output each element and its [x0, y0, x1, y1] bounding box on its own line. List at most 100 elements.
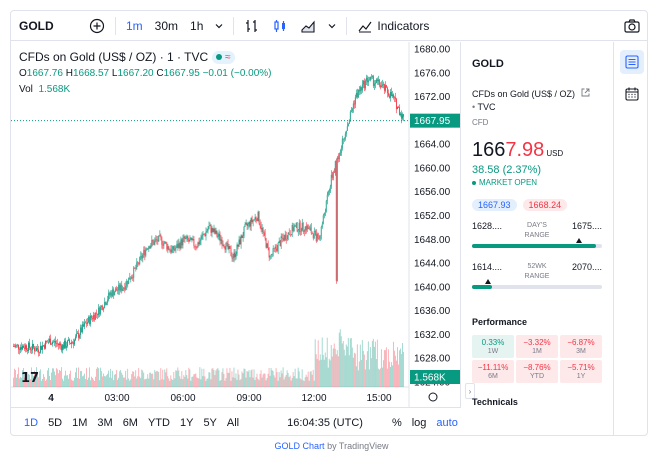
- candle-body: [220, 239, 222, 241]
- candle-body: [23, 345, 24, 348]
- range-5y[interactable]: 5Y: [203, 416, 217, 429]
- volume-bar: [99, 380, 101, 387]
- candle-body: [169, 249, 171, 251]
- volume-bar: [244, 369, 246, 387]
- time-tick-label: 15:00: [366, 393, 391, 404]
- price-chart[interactable]: 1680.001676.001672.001668.001664.001660.…: [11, 42, 461, 407]
- performance-cell-3m: −6.87% 3M: [560, 335, 602, 358]
- volume-bar: [292, 372, 294, 387]
- range-6m[interactable]: 6M: [122, 416, 138, 429]
- price-tick-label: 1640.00: [414, 282, 451, 293]
- candle-body: [209, 225, 211, 227]
- interval-1h[interactable]: 1h: [190, 18, 204, 33]
- chart-pane[interactable]: 1680.001676.001672.001668.001664.001660.…: [11, 42, 461, 407]
- candle-body: [107, 299, 109, 304]
- interval-dropdown[interactable]: [209, 11, 229, 41]
- candle-body: [342, 138, 344, 140]
- candle-body: [20, 347, 21, 350]
- volume-bar: [333, 343, 335, 387]
- auto-toggle[interactable]: auto: [436, 416, 458, 429]
- volume-bar: [40, 369, 41, 387]
- bar-style-button[interactable]: [238, 11, 266, 41]
- volume-bar: [367, 341, 369, 387]
- range-1d[interactable]: 1D: [24, 416, 39, 429]
- candle-body: [380, 85, 382, 88]
- range-1y[interactable]: 1Y: [179, 416, 194, 429]
- candle-body: [83, 324, 84, 327]
- volume-bar: [180, 378, 182, 387]
- range-3m[interactable]: 3M: [97, 416, 113, 429]
- chart-type-dropdown[interactable]: [322, 11, 342, 41]
- footer-attribution[interactable]: by TradingView: [327, 441, 389, 451]
- price-tick-label: 1672.00: [414, 92, 451, 103]
- collapse-panel-button[interactable]: ›: [465, 383, 475, 399]
- candles-style-button[interactable]: [266, 11, 294, 41]
- candle-body: [172, 246, 174, 250]
- volume-bar: [98, 368, 100, 387]
- candle-body: [324, 211, 326, 215]
- interval-30m[interactable]: 30m: [154, 18, 179, 33]
- symbol-search[interactable]: GOLD: [19, 18, 54, 33]
- volume-bar: [247, 371, 249, 387]
- volume-bar: [62, 378, 63, 387]
- area-style-button[interactable]: [294, 11, 322, 41]
- technicals-title[interactable]: Technicals: [472, 397, 518, 407]
- volume-bar: [48, 367, 49, 387]
- candle-body: [171, 249, 173, 253]
- indicators-button[interactable]: Indicators: [351, 11, 435, 41]
- volume-bar: [49, 375, 50, 387]
- volume-bar: [304, 377, 306, 387]
- volume-bar: [125, 370, 127, 387]
- last-price: 1667.98 USD: [472, 139, 564, 161]
- candle-body: [132, 277, 134, 278]
- percent-toggle[interactable]: %: [391, 416, 402, 429]
- calendar-toggle[interactable]: [620, 82, 644, 106]
- volume-bar: [60, 370, 61, 387]
- settings-gear-icon[interactable]: [428, 392, 438, 402]
- range-all[interactable]: All: [226, 416, 240, 429]
- candle-body: [398, 107, 400, 116]
- range-ytd[interactable]: YTD: [147, 416, 170, 429]
- volume-bar: [264, 373, 266, 387]
- log-toggle[interactable]: log: [411, 416, 427, 429]
- candle-body: [32, 343, 33, 350]
- candle-body: [402, 114, 404, 117]
- compare-button[interactable]: [83, 11, 111, 41]
- candle-body: [191, 237, 193, 241]
- volume-bar: [160, 368, 162, 387]
- volume-bar: [123, 377, 125, 387]
- volume-bar: [121, 372, 123, 387]
- range-5d[interactable]: 5D: [48, 416, 63, 429]
- clock-time[interactable]: 16:04:35 (UTC): [287, 416, 363, 429]
- footer-chart-link[interactable]: GOLD Chart: [274, 441, 325, 451]
- candle-body: [67, 340, 68, 347]
- volume-bar: [341, 343, 343, 387]
- candle-body: [373, 83, 375, 86]
- candle-body: [238, 239, 240, 247]
- external-link-icon[interactable]: [581, 88, 590, 97]
- bars-icon: [246, 19, 258, 32]
- volume-bar: [280, 370, 282, 387]
- volume-bar: [251, 369, 253, 387]
- volume-bar: [262, 374, 264, 387]
- candle-body: [198, 242, 200, 245]
- candle-body: [371, 76, 373, 77]
- candle-body: [389, 92, 391, 98]
- screenshot-button[interactable]: [617, 11, 647, 41]
- status-badge[interactable]: ≈: [212, 50, 235, 64]
- volume-bar: [236, 379, 238, 387]
- volume-bar: [266, 378, 268, 387]
- candle-body: [372, 76, 374, 86]
- candle-body: [89, 317, 90, 325]
- volume-bar: [88, 377, 89, 387]
- candle-body: [370, 76, 372, 78]
- candle-body: [207, 229, 209, 232]
- volume-bar: [254, 380, 256, 387]
- interval-1m[interactable]: 1m: [126, 18, 143, 33]
- details-category: CFD: [472, 118, 489, 127]
- details-toggle[interactable]: [620, 50, 644, 74]
- range-1m[interactable]: 1M: [72, 416, 88, 429]
- last-volume-tag: [410, 370, 460, 384]
- volume-bar: [400, 353, 402, 387]
- volume-bar: [195, 373, 197, 387]
